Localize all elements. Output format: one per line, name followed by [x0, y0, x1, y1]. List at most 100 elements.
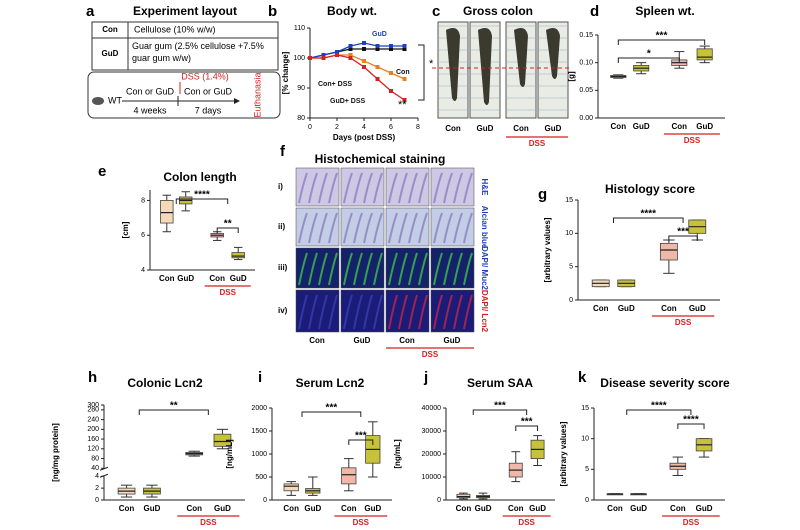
box — [160, 200, 174, 224]
data-point — [348, 56, 353, 60]
y-tick-label: 10000 — [422, 474, 442, 481]
chart-title: Histology score — [605, 182, 695, 196]
x-tick-label: GuD — [304, 504, 321, 513]
chart-title: Disease severity score — [600, 376, 730, 390]
data-point — [402, 47, 407, 51]
group-label: Con — [445, 124, 461, 133]
annotation: *** — [677, 227, 689, 238]
x-tick-label: Con — [661, 304, 677, 313]
box — [213, 433, 232, 447]
y-tick-label: 15 — [565, 197, 573, 204]
stain-label: DAPI/ Lcn2 — [480, 290, 489, 333]
duration-label: 7 days — [195, 105, 222, 115]
stain-label: H&E — [480, 179, 489, 197]
colon-tissue — [478, 28, 492, 105]
x-tick-label: Con — [283, 504, 299, 513]
y-tick-label: 30000 — [422, 428, 442, 435]
x-tick-label: GuD — [364, 504, 381, 513]
arrow-head — [234, 98, 240, 104]
data-point — [348, 53, 353, 57]
tissue-texture — [308, 294, 318, 330]
y-tick-label: 1500 — [251, 428, 267, 435]
data-point — [321, 56, 326, 60]
chart-title: Colonic Lcn2 — [127, 376, 203, 390]
group-label: DSS — [675, 318, 692, 327]
series-line — [310, 54, 405, 101]
strain: WT — [108, 95, 122, 105]
tissue-texture — [363, 172, 373, 204]
y-tick-label: 1000 — [251, 451, 267, 458]
data-point — [335, 50, 339, 54]
x-tick-label: Con — [670, 504, 686, 513]
tissue-texture — [343, 294, 353, 330]
chart-title: Spleen wt. — [635, 4, 694, 18]
x-tick-label: 6 — [389, 124, 393, 131]
data-point — [402, 77, 407, 81]
y-tick-label: 5 — [585, 466, 589, 473]
tissue-texture — [398, 212, 408, 244]
tissue-texture — [353, 212, 363, 244]
tissue-texture — [328, 294, 338, 330]
x-tick-label: GuD — [618, 304, 635, 313]
data-point — [375, 47, 380, 51]
data-point — [389, 44, 393, 48]
tissue-texture — [353, 294, 363, 330]
x-tick-label: Con — [611, 122, 627, 131]
tissue-texture — [408, 252, 418, 286]
box — [659, 242, 678, 261]
tissue-texture — [343, 252, 353, 286]
tissue-texture — [328, 212, 338, 244]
y-tick-label: 0 — [569, 297, 573, 304]
significance-bracket — [677, 423, 705, 429]
tissue-texture — [453, 172, 463, 204]
tissue-texture — [298, 294, 308, 330]
x-tick-label: GuD — [214, 504, 231, 513]
tissue-texture — [408, 172, 418, 204]
y-axis-label: [g] — [567, 71, 576, 82]
group-label: DSS — [200, 518, 217, 527]
row-label: ii) — [278, 222, 285, 231]
x-tick-label: 0 — [308, 124, 312, 131]
panel-label: i — [258, 369, 262, 386]
colon-images: Con GuD Con GuD — [432, 21, 572, 133]
box — [696, 48, 713, 61]
x-tick-label: Con — [341, 504, 357, 513]
series-label: GuD+ DSS — [330, 98, 366, 105]
significance-bracket — [515, 425, 539, 431]
group-label: GuD — [545, 124, 562, 133]
panel-label: d — [590, 3, 599, 20]
diet-label: Con or GuD — [184, 86, 233, 96]
y-tick-label: 4 — [141, 267, 145, 274]
tissue-texture — [388, 212, 398, 244]
y-tick-label: 6 — [141, 232, 145, 239]
y-axis-label: [cm] — [121, 221, 130, 238]
tissue-texture — [443, 212, 453, 244]
tissue-texture — [373, 294, 383, 330]
y-tick-label: 160 — [87, 436, 99, 443]
tissue-texture — [463, 212, 473, 244]
annotation: **** — [683, 415, 699, 426]
tissue-texture — [418, 212, 428, 244]
x-tick-label: Con — [456, 504, 472, 513]
series-label: GuD — [372, 31, 387, 38]
group-label: Con — [513, 124, 529, 133]
tissue-texture — [353, 252, 363, 286]
annotation: * — [429, 58, 434, 70]
box — [341, 467, 357, 485]
data-point — [308, 56, 312, 60]
annotation: * — [647, 49, 651, 60]
diagram-frame — [87, 71, 281, 119]
annotation: *** — [521, 417, 533, 428]
y-axis-label: [% change] — [281, 51, 290, 94]
group-label: DSS — [353, 518, 370, 527]
panel-title: Gross colon — [463, 4, 533, 18]
y-tick-label: 80 — [91, 455, 99, 462]
data-point — [389, 47, 393, 51]
tissue-texture — [463, 172, 473, 204]
x-tick-label: GuD — [230, 274, 247, 283]
colon-tissue — [546, 28, 560, 79]
panel-label: e — [98, 163, 106, 180]
tissue-texture — [398, 252, 408, 286]
data-point — [348, 47, 353, 51]
tissue-texture — [318, 294, 328, 330]
